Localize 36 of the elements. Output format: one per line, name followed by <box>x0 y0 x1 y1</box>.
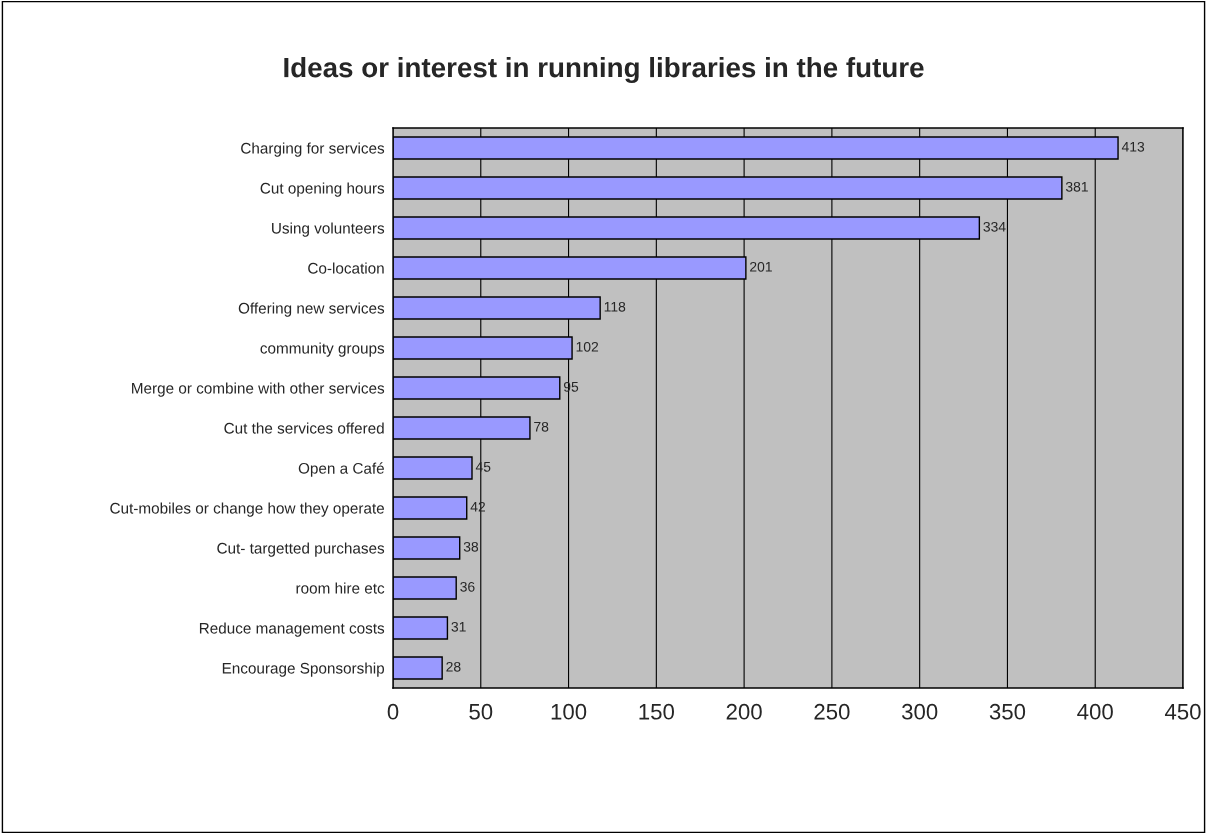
y-tick-label: Merge or combine with other services <box>132 382 385 397</box>
data-label: 78 <box>534 421 549 432</box>
y-tick-label: community groups <box>260 342 385 357</box>
data-label: 38 <box>463 541 479 552</box>
x-tick-label: 100 <box>551 703 587 720</box>
x-tick-label: 200 <box>726 703 762 720</box>
x-tick-label: 250 <box>814 703 850 720</box>
y-tick-label: Charging for services <box>241 142 385 157</box>
y-tick-label: Open a Café <box>298 462 384 477</box>
x-tick-label: 450 <box>1164 703 1201 720</box>
data-label: 381 <box>1065 181 1088 192</box>
x-tick-label: 300 <box>901 703 938 720</box>
y-tick-label: Offering new services <box>238 302 385 317</box>
y-tick-label: Co-location <box>308 262 384 274</box>
x-tick-label: 400 <box>1077 703 1113 720</box>
data-label: 118 <box>604 301 626 312</box>
y-tick-label: Cut-mobiles or change how they operate <box>110 502 385 517</box>
x-tick-label: 350 <box>989 703 1026 720</box>
y-tick-label: Encourage Sponsorship <box>222 662 385 677</box>
data-label: 36 <box>460 581 475 592</box>
data-label: 201 <box>750 261 772 272</box>
chart-title: Ideas or interest in running libraries in the future <box>284 56 924 84</box>
x-tick-label: 0 <box>387 703 399 720</box>
y-tick-label: Using volunteers <box>272 222 385 237</box>
x-tick-label: 150 <box>639 703 674 720</box>
y-tick-label: Cut opening hours <box>260 182 385 197</box>
y-tick-label: Cut the services offered <box>224 422 384 434</box>
data-label: 334 <box>983 221 1006 232</box>
y-tick-label: room hire etc <box>296 582 385 594</box>
data-label: 31 <box>451 621 466 632</box>
x-tick-label: 50 <box>469 703 493 720</box>
data-label: 28 <box>446 661 461 672</box>
data-label: 102 <box>576 341 599 352</box>
data-label: 413 <box>1121 141 1145 152</box>
y-tick-label: Reduce management costs <box>199 622 385 637</box>
y-tick-label: Cut- targetted purchases <box>217 542 385 557</box>
